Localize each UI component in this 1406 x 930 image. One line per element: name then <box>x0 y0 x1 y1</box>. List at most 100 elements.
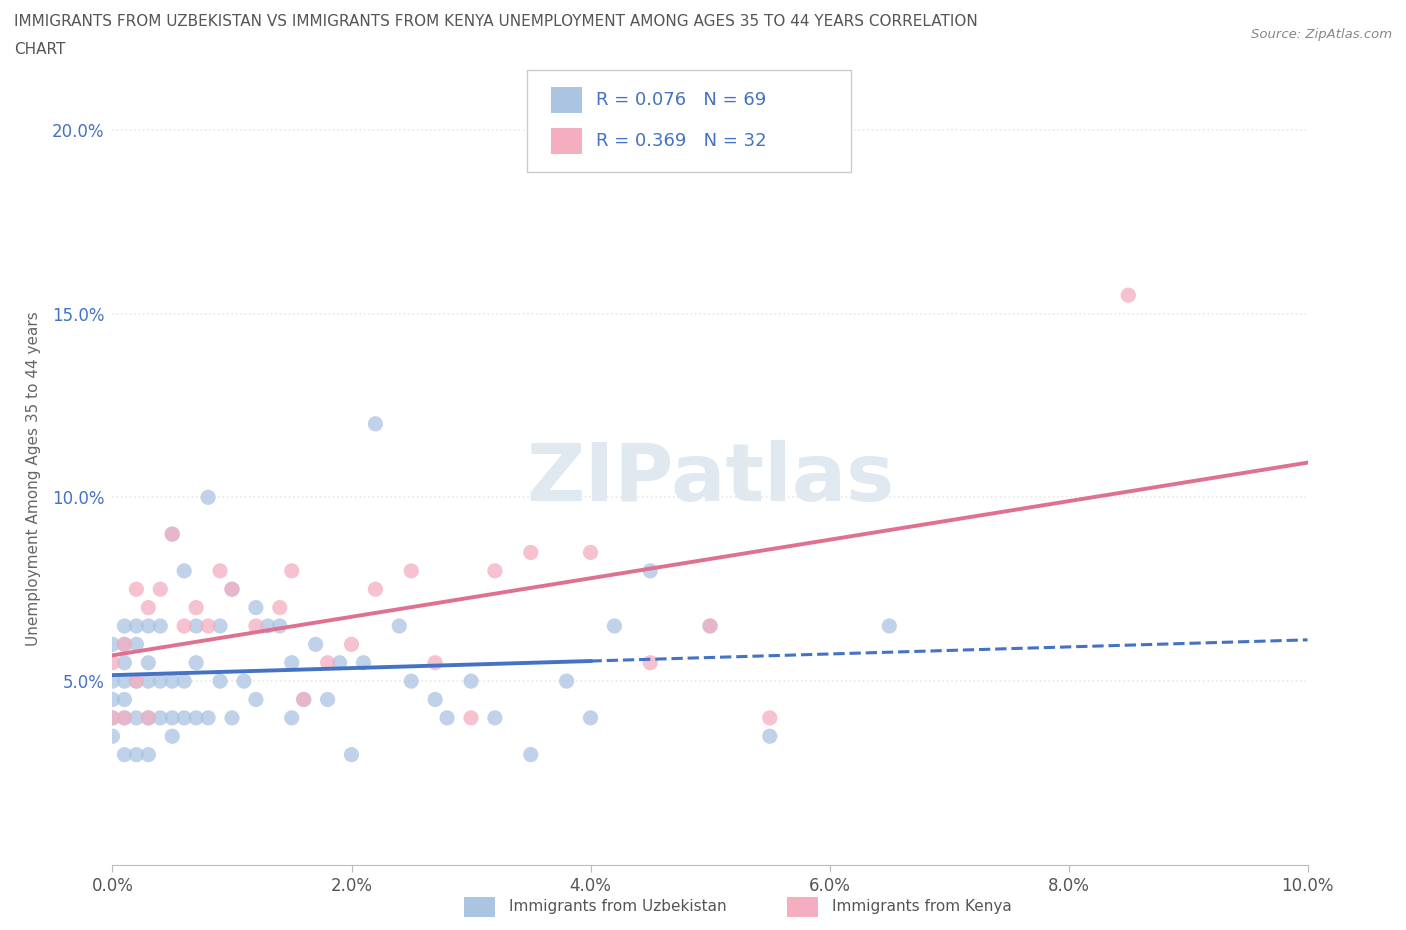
Point <box>281 711 304 725</box>
Point <box>197 711 219 725</box>
Point <box>245 692 267 707</box>
Point <box>579 711 602 725</box>
Point <box>292 692 315 707</box>
Point <box>125 673 148 688</box>
Point <box>138 747 160 762</box>
Point <box>114 747 135 762</box>
Point <box>138 618 160 633</box>
Point <box>603 618 626 633</box>
Point <box>209 673 232 688</box>
Point <box>173 564 195 578</box>
Point <box>484 711 506 725</box>
Point <box>281 564 304 578</box>
Point <box>138 673 160 688</box>
Point <box>209 618 232 633</box>
Point <box>149 582 172 597</box>
Point <box>101 711 124 725</box>
Point <box>149 618 172 633</box>
Point <box>699 618 721 633</box>
Point <box>197 618 219 633</box>
Point <box>101 637 124 652</box>
Point <box>209 564 232 578</box>
Point <box>425 692 447 707</box>
Text: Immigrants from Kenya: Immigrants from Kenya <box>832 899 1012 914</box>
Point <box>305 637 328 652</box>
Point <box>149 673 172 688</box>
Point <box>879 618 901 633</box>
Point <box>759 729 782 744</box>
Point <box>1118 287 1140 302</box>
Point <box>186 618 208 633</box>
Point <box>125 747 148 762</box>
Point <box>233 673 256 688</box>
Point <box>186 656 208 671</box>
Point <box>329 656 352 671</box>
Point <box>340 637 363 652</box>
Point <box>520 545 543 560</box>
Point <box>579 545 602 560</box>
Text: Source: ZipAtlas.com: Source: ZipAtlas.com <box>1251 28 1392 41</box>
Y-axis label: Unemployment Among Ages 35 to 44 years: Unemployment Among Ages 35 to 44 years <box>25 312 41 646</box>
Point <box>101 692 124 707</box>
Text: R = 0.369   N = 32: R = 0.369 N = 32 <box>596 132 766 151</box>
Point <box>114 618 135 633</box>
Point <box>269 600 291 615</box>
Point <box>460 711 482 725</box>
Point <box>401 673 423 688</box>
Point <box>221 582 243 597</box>
Point <box>186 600 208 615</box>
Point <box>125 637 148 652</box>
Point <box>114 656 135 671</box>
Point <box>162 526 183 541</box>
Point <box>484 564 506 578</box>
Point <box>186 711 208 725</box>
Point <box>114 637 135 652</box>
Text: Immigrants from Uzbekistan: Immigrants from Uzbekistan <box>509 899 727 914</box>
Point <box>221 582 243 597</box>
Point <box>520 747 543 762</box>
Point <box>257 618 280 633</box>
Point <box>401 564 423 578</box>
Point <box>101 656 124 671</box>
Point <box>173 711 195 725</box>
Point <box>555 673 578 688</box>
Point <box>138 600 160 615</box>
Point <box>221 711 243 725</box>
Point <box>316 656 339 671</box>
Point <box>197 490 219 505</box>
Text: CHART: CHART <box>14 42 66 57</box>
Point <box>101 673 124 688</box>
Point <box>425 656 447 671</box>
Point <box>162 673 183 688</box>
Point <box>162 729 183 744</box>
Point <box>759 711 782 725</box>
Point <box>138 711 160 725</box>
Point <box>640 656 662 671</box>
Point <box>125 711 148 725</box>
Point <box>173 673 195 688</box>
Point <box>125 618 148 633</box>
Point <box>173 618 195 633</box>
Point <box>162 526 183 541</box>
Point <box>269 618 291 633</box>
Point <box>364 417 387 432</box>
Point <box>138 711 160 725</box>
Point <box>101 729 124 744</box>
Point <box>114 673 135 688</box>
Point <box>436 711 458 725</box>
Point <box>149 711 172 725</box>
Point <box>353 656 375 671</box>
Point <box>245 600 267 615</box>
Point <box>125 673 148 688</box>
Point <box>114 637 135 652</box>
Point <box>340 747 363 762</box>
Point <box>114 711 135 725</box>
Point <box>138 656 160 671</box>
Text: ZIPatlas: ZIPatlas <box>526 440 894 518</box>
Point <box>101 711 124 725</box>
Text: IMMIGRANTS FROM UZBEKISTAN VS IMMIGRANTS FROM KENYA UNEMPLOYMENT AMONG AGES 35 T: IMMIGRANTS FROM UZBEKISTAN VS IMMIGRANTS… <box>14 14 977 29</box>
Text: R = 0.076   N = 69: R = 0.076 N = 69 <box>596 91 766 110</box>
Point <box>460 673 482 688</box>
Point <box>114 711 135 725</box>
Point <box>114 692 135 707</box>
